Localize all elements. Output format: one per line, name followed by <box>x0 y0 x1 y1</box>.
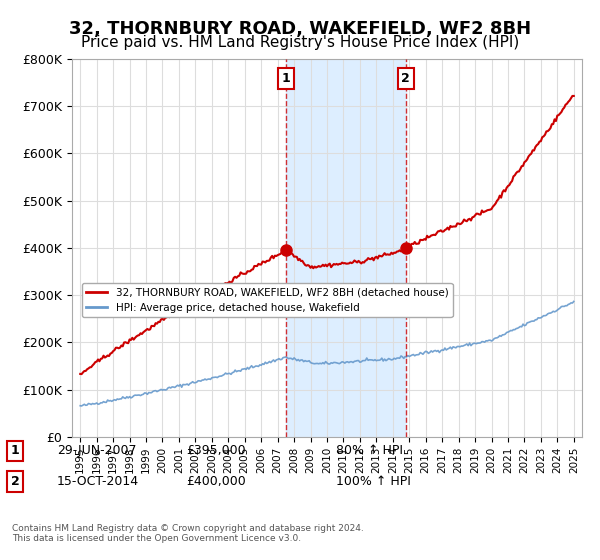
Text: 29-JUN-2007: 29-JUN-2007 <box>57 444 137 458</box>
Text: £395,000: £395,000 <box>186 444 245 458</box>
Text: 32, THORNBURY ROAD, WAKEFIELD, WF2 8BH: 32, THORNBURY ROAD, WAKEFIELD, WF2 8BH <box>69 20 531 38</box>
Legend: 32, THORNBURY ROAD, WAKEFIELD, WF2 8BH (detached house), HPI: Average price, det: 32, THORNBURY ROAD, WAKEFIELD, WF2 8BH (… <box>82 283 452 317</box>
Text: Price paid vs. HM Land Registry's House Price Index (HPI): Price paid vs. HM Land Registry's House … <box>81 35 519 50</box>
Bar <box>286 59 406 437</box>
Text: 2: 2 <box>401 72 410 85</box>
Text: 80% ↑ HPI: 80% ↑ HPI <box>336 444 403 458</box>
Text: 15-OCT-2014: 15-OCT-2014 <box>57 475 139 488</box>
Text: 100% ↑ HPI: 100% ↑ HPI <box>336 475 411 488</box>
Text: 1: 1 <box>11 444 19 458</box>
Text: 2: 2 <box>11 475 19 488</box>
Text: £400,000: £400,000 <box>186 475 246 488</box>
Text: Contains HM Land Registry data © Crown copyright and database right 2024.
This d: Contains HM Land Registry data © Crown c… <box>12 524 364 543</box>
Text: 1: 1 <box>281 72 290 85</box>
